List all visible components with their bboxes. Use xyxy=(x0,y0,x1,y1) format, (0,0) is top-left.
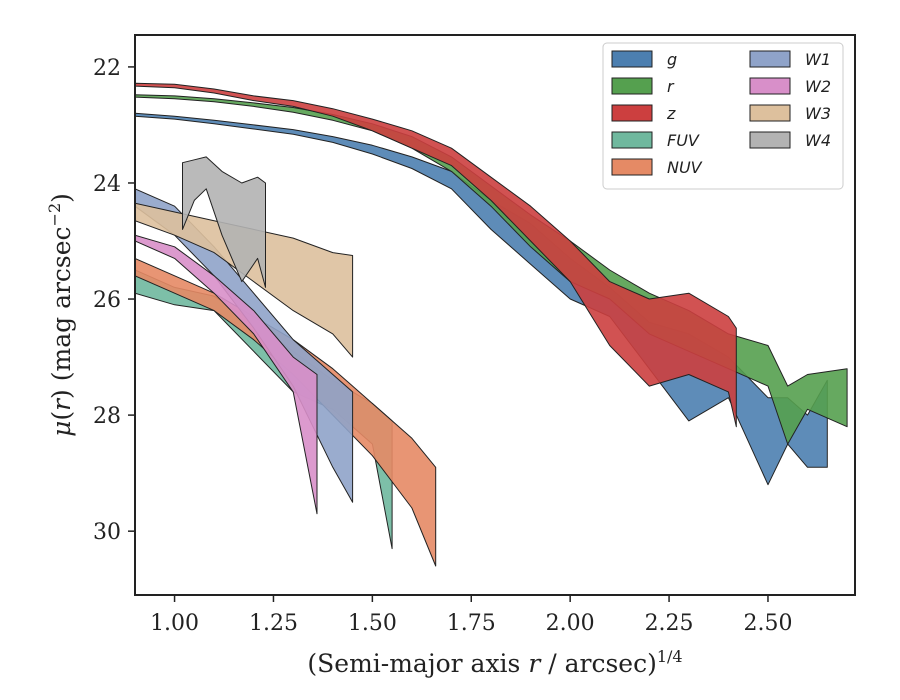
profile-areas xyxy=(135,82,848,567)
series-area-w2 xyxy=(135,234,318,515)
x-tick-label: 2.50 xyxy=(743,611,792,636)
legend-swatch xyxy=(611,158,653,176)
legend-item-z: z xyxy=(611,104,676,123)
legend-swatch xyxy=(611,50,653,68)
legend-item-w4: W4 xyxy=(749,131,831,150)
legend-swatch xyxy=(749,50,791,68)
legend-swatch xyxy=(611,104,653,122)
legend-label: g xyxy=(667,50,677,69)
y-axis: 22 24 26 28 30 xyxy=(93,56,135,545)
legend-swatch xyxy=(611,131,653,149)
legend-label: W3 xyxy=(805,104,831,123)
y-tick-label: 26 xyxy=(93,288,121,313)
y-tick-label: 24 xyxy=(93,172,121,197)
series-area-w4 xyxy=(182,156,266,288)
series-area-g xyxy=(135,112,828,486)
x-tick-label: 1.25 xyxy=(249,611,298,636)
legend-label: FUV xyxy=(667,131,700,150)
series-area-z xyxy=(135,82,737,428)
x-tick-label: 2.25 xyxy=(645,611,694,636)
legend-item-fuv: FUV xyxy=(611,131,700,150)
x-axis: 1.00 1.25 1.50 1.75 2.00 2.25 2.50 xyxy=(150,595,792,636)
legend-label: NUV xyxy=(667,158,703,177)
x-axis-label: (Semi-major axis r / arcsec)1/4 xyxy=(307,647,682,678)
legend-item-r: r xyxy=(611,77,675,96)
legend-label: r xyxy=(667,77,675,96)
legend-item-w2: W2 xyxy=(749,77,831,96)
legend-item-w3: W3 xyxy=(749,104,831,123)
legend-item-w1: W1 xyxy=(749,50,831,69)
y-tick-label: 30 xyxy=(93,520,121,545)
y-tick-label: 22 xyxy=(93,56,121,81)
legend-swatch xyxy=(749,104,791,122)
plot-frame xyxy=(134,34,856,596)
legend-swatch xyxy=(611,77,653,95)
legend-swatch xyxy=(749,131,791,149)
legend-swatch xyxy=(749,77,791,95)
legend-item-g: g xyxy=(611,50,677,69)
legend-label: z xyxy=(666,104,676,123)
legend-label: W1 xyxy=(805,50,831,69)
x-tick-label: 1.75 xyxy=(447,611,496,636)
x-tick-label: 2.00 xyxy=(546,611,595,636)
y-axis-label: μ(r) (mag arcsec−2) xyxy=(45,193,76,437)
legend-item-nuv: NUV xyxy=(611,158,703,177)
x-tick-label: 1.00 xyxy=(150,611,199,636)
y-tick-label: 28 xyxy=(93,404,121,429)
legend-label: W4 xyxy=(805,131,831,150)
x-tick-label: 1.50 xyxy=(348,611,397,636)
legend-label: W2 xyxy=(805,77,831,96)
legend: grz FUV NUV W1 W2 W3 W4 xyxy=(602,42,844,190)
